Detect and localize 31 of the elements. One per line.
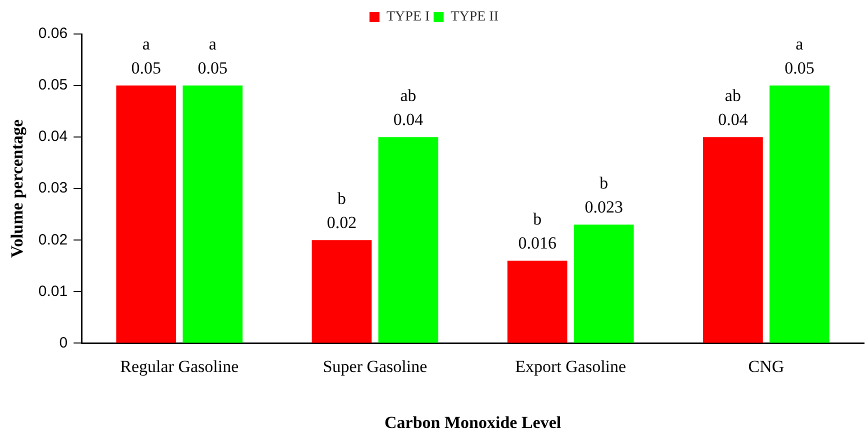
legend-label: TYPE II: [450, 10, 499, 25]
y-tick-label: 0.02: [38, 231, 68, 248]
x-tick-label: Export Gasoline: [515, 356, 626, 376]
bar: [770, 86, 830, 343]
x-tick-label: Super Gasoline: [322, 356, 428, 376]
x-tick-label: CNG: [748, 356, 784, 376]
bar: [312, 240, 372, 343]
data-label: a 0.05: [131, 34, 162, 78]
y-tick-label: 0.06: [38, 25, 68, 42]
y-tick-label: 0.03: [38, 180, 68, 197]
data-label: ab 0.04: [718, 86, 748, 130]
y-tick-label: 0.04: [38, 128, 68, 146]
data-label: b 0.016: [518, 210, 556, 253]
data-label: ab 0.04: [393, 86, 424, 130]
data-label: b 0.02: [326, 189, 357, 232]
data-label: a 0.05: [784, 34, 814, 78]
data-label: b 0.023: [584, 174, 623, 217]
bar: [182, 86, 243, 343]
bar: [116, 86, 176, 343]
y-tick-label: 0.05: [38, 76, 68, 94]
bar: [574, 224, 634, 343]
bar: [507, 260, 568, 343]
bar: [703, 137, 763, 343]
y-tick-label: 0: [59, 334, 68, 352]
data-label: a 0.05: [198, 34, 228, 78]
legend-label: TYPE I: [386, 10, 430, 25]
y-tick-label: 0.01: [38, 282, 68, 300]
x-tick-label: Regular Gasoline: [120, 356, 239, 376]
bar: [378, 137, 438, 343]
y-axis-title: Volume percentage: [8, 118, 27, 258]
x-axis-title: Carbon Monoxide Level: [384, 413, 562, 432]
